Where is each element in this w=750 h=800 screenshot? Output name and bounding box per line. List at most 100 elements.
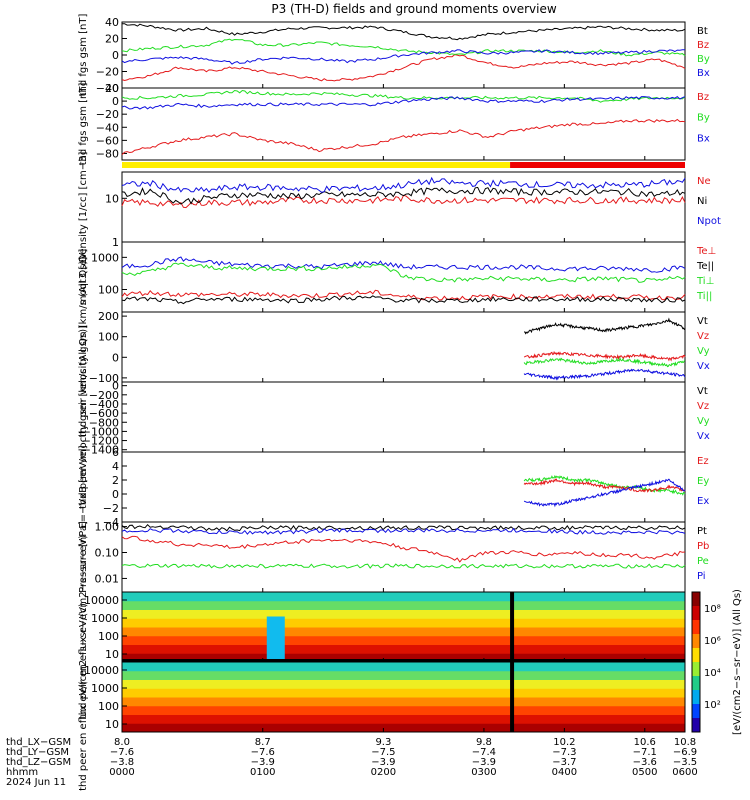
y-tick-label: 4 (112, 460, 119, 473)
colorbar-segment (692, 718, 700, 733)
y-tick-label: 1000 (91, 251, 119, 264)
colorbar-segment (692, 690, 700, 705)
y-tick-label: −20 (96, 108, 119, 121)
y-tick-label: −80 (96, 147, 119, 160)
colorbar-tick-label: 10⁶ (704, 636, 721, 647)
x-row-value: −3.6 (633, 757, 657, 768)
x-row-value: −7.6 (110, 747, 134, 758)
low-flux-region (266, 616, 285, 660)
spectrogram-band (122, 697, 685, 707)
legend-label: Ex (697, 496, 709, 507)
panel-4: 1000 100 moqt3 [eV] Te⊥ Te|| Ti⊥ Ti|| (78, 241, 716, 313)
data-gap-column (510, 662, 515, 732)
spectrogram-band (122, 600, 685, 610)
x-row-value: 8.7 (255, 737, 271, 748)
legend-label: Pt (697, 526, 707, 537)
colorbar-tick-label: 10⁴ (704, 668, 721, 679)
legend-label: Vx (697, 431, 710, 442)
series-line-By (121, 38, 686, 57)
colorbar-segment (692, 648, 700, 663)
panel-frame (121, 171, 686, 243)
series-line-Pi (121, 527, 686, 535)
panel-8: 1.00 0.10 0.01 Pressure [nPa] Pt Pb Pe Pi (78, 521, 709, 593)
y-tick-label: −1200 (82, 435, 119, 448)
y-tick-label: −40 (96, 82, 119, 95)
colorbar-segment (692, 704, 700, 719)
x-row-value: 10.6 (634, 737, 656, 748)
x-row-value: 0100 (250, 767, 275, 778)
y-tick-label: 1000 (91, 682, 119, 695)
status-bar (122, 162, 685, 168)
legend-label: Bx (697, 133, 710, 144)
y-tick-label: −1000 (82, 425, 119, 438)
y-tick-label: 10000 (84, 594, 119, 607)
status-bar-yellow (122, 162, 511, 168)
legend-label: Te|| (696, 261, 714, 272)
legend-label: By (697, 54, 710, 65)
legend-label: Ez (697, 456, 709, 467)
x-row-value: −6.9 (673, 747, 697, 758)
legend-label: By (697, 113, 710, 124)
series-line-Ey (523, 474, 686, 496)
series-line-By (121, 89, 686, 103)
legend-label: Vy (697, 346, 710, 357)
y-tick-label: −40 (96, 121, 119, 134)
colorbar-frame (691, 591, 701, 733)
y-tick-label: −100 (89, 372, 119, 385)
y-tick-label: 1000 (91, 612, 119, 625)
y-tick-label: 100 (98, 331, 119, 344)
y-axis-label: Density [1/cc] [cm−3] (78, 152, 89, 263)
spectrogram-band (122, 662, 685, 672)
x-row-value: 0000 (109, 767, 134, 778)
series-line-Vz (523, 350, 686, 362)
legend-label: Te⊥ (696, 246, 716, 257)
legend-label: Bt (697, 26, 708, 37)
x-axis-table: thd_LX−GSM 8.0 8.7 9.3 9.8 10.2 10.6 10.8 thd_LY… (6, 737, 698, 788)
x-row-value: −3.7 (552, 757, 576, 768)
x-row-value: −7.4 (472, 747, 496, 758)
spectrogram-band (122, 653, 685, 663)
y-axis-label: thd peer en eflux eV/(cm2−s−sr−eV) (78, 603, 89, 791)
y-tick-label: 0.01 (95, 572, 120, 585)
colorbar-segment (692, 592, 700, 607)
x-row-value: −7.6 (251, 747, 275, 758)
y-tick-label: −800 (89, 416, 119, 429)
series-line-Pe (121, 563, 686, 569)
colorbar-tick-label: 10⁸ (704, 604, 721, 615)
legend-label: Ti⊥ (696, 276, 714, 287)
series-line-Bx (121, 49, 686, 65)
legend-label: Vt (697, 316, 708, 327)
y-tick-label: −600 (89, 407, 119, 420)
colorbar-segment (692, 662, 700, 677)
y-tick-label: 10 (105, 718, 119, 731)
legend-label: Vz (697, 331, 709, 342)
y-tick-label: 0 (112, 351, 119, 364)
x-row-value: 0300 (471, 767, 496, 778)
y-tick-label: 40 (105, 16, 119, 29)
panel-9: 10000 1000 100 10 thd peir en eflux eV/(cm2−… (78, 535, 686, 719)
y-tick-label: 100 (98, 284, 119, 297)
y-tick-label: 0 (112, 95, 119, 108)
y-tick-label: 20 (105, 82, 119, 95)
y-tick-label: −4 (103, 516, 119, 529)
x-row-label: thd_LZ−GSM (6, 757, 71, 768)
series-line-Bz (121, 118, 686, 155)
figure-title: P3 (TH-D) fields and ground moments over… (271, 2, 556, 16)
colorbar-tick-label: 10² (704, 700, 721, 711)
legend-label: Ni (697, 196, 707, 207)
panel-frame (121, 87, 686, 161)
x-row-value: −3.8 (110, 757, 134, 768)
fill-row (122, 659, 685, 662)
series-line-Ni (121, 186, 686, 205)
x-row-value: 9.3 (375, 737, 391, 748)
panel-frame (121, 661, 686, 733)
series-line-Pb (121, 535, 686, 563)
legend-label: Ey (697, 476, 709, 487)
y-axis-label: moqt3 [eV] (78, 249, 89, 306)
y-tick-label: 0 (112, 49, 119, 62)
y-tick-label: −20 (96, 66, 119, 79)
